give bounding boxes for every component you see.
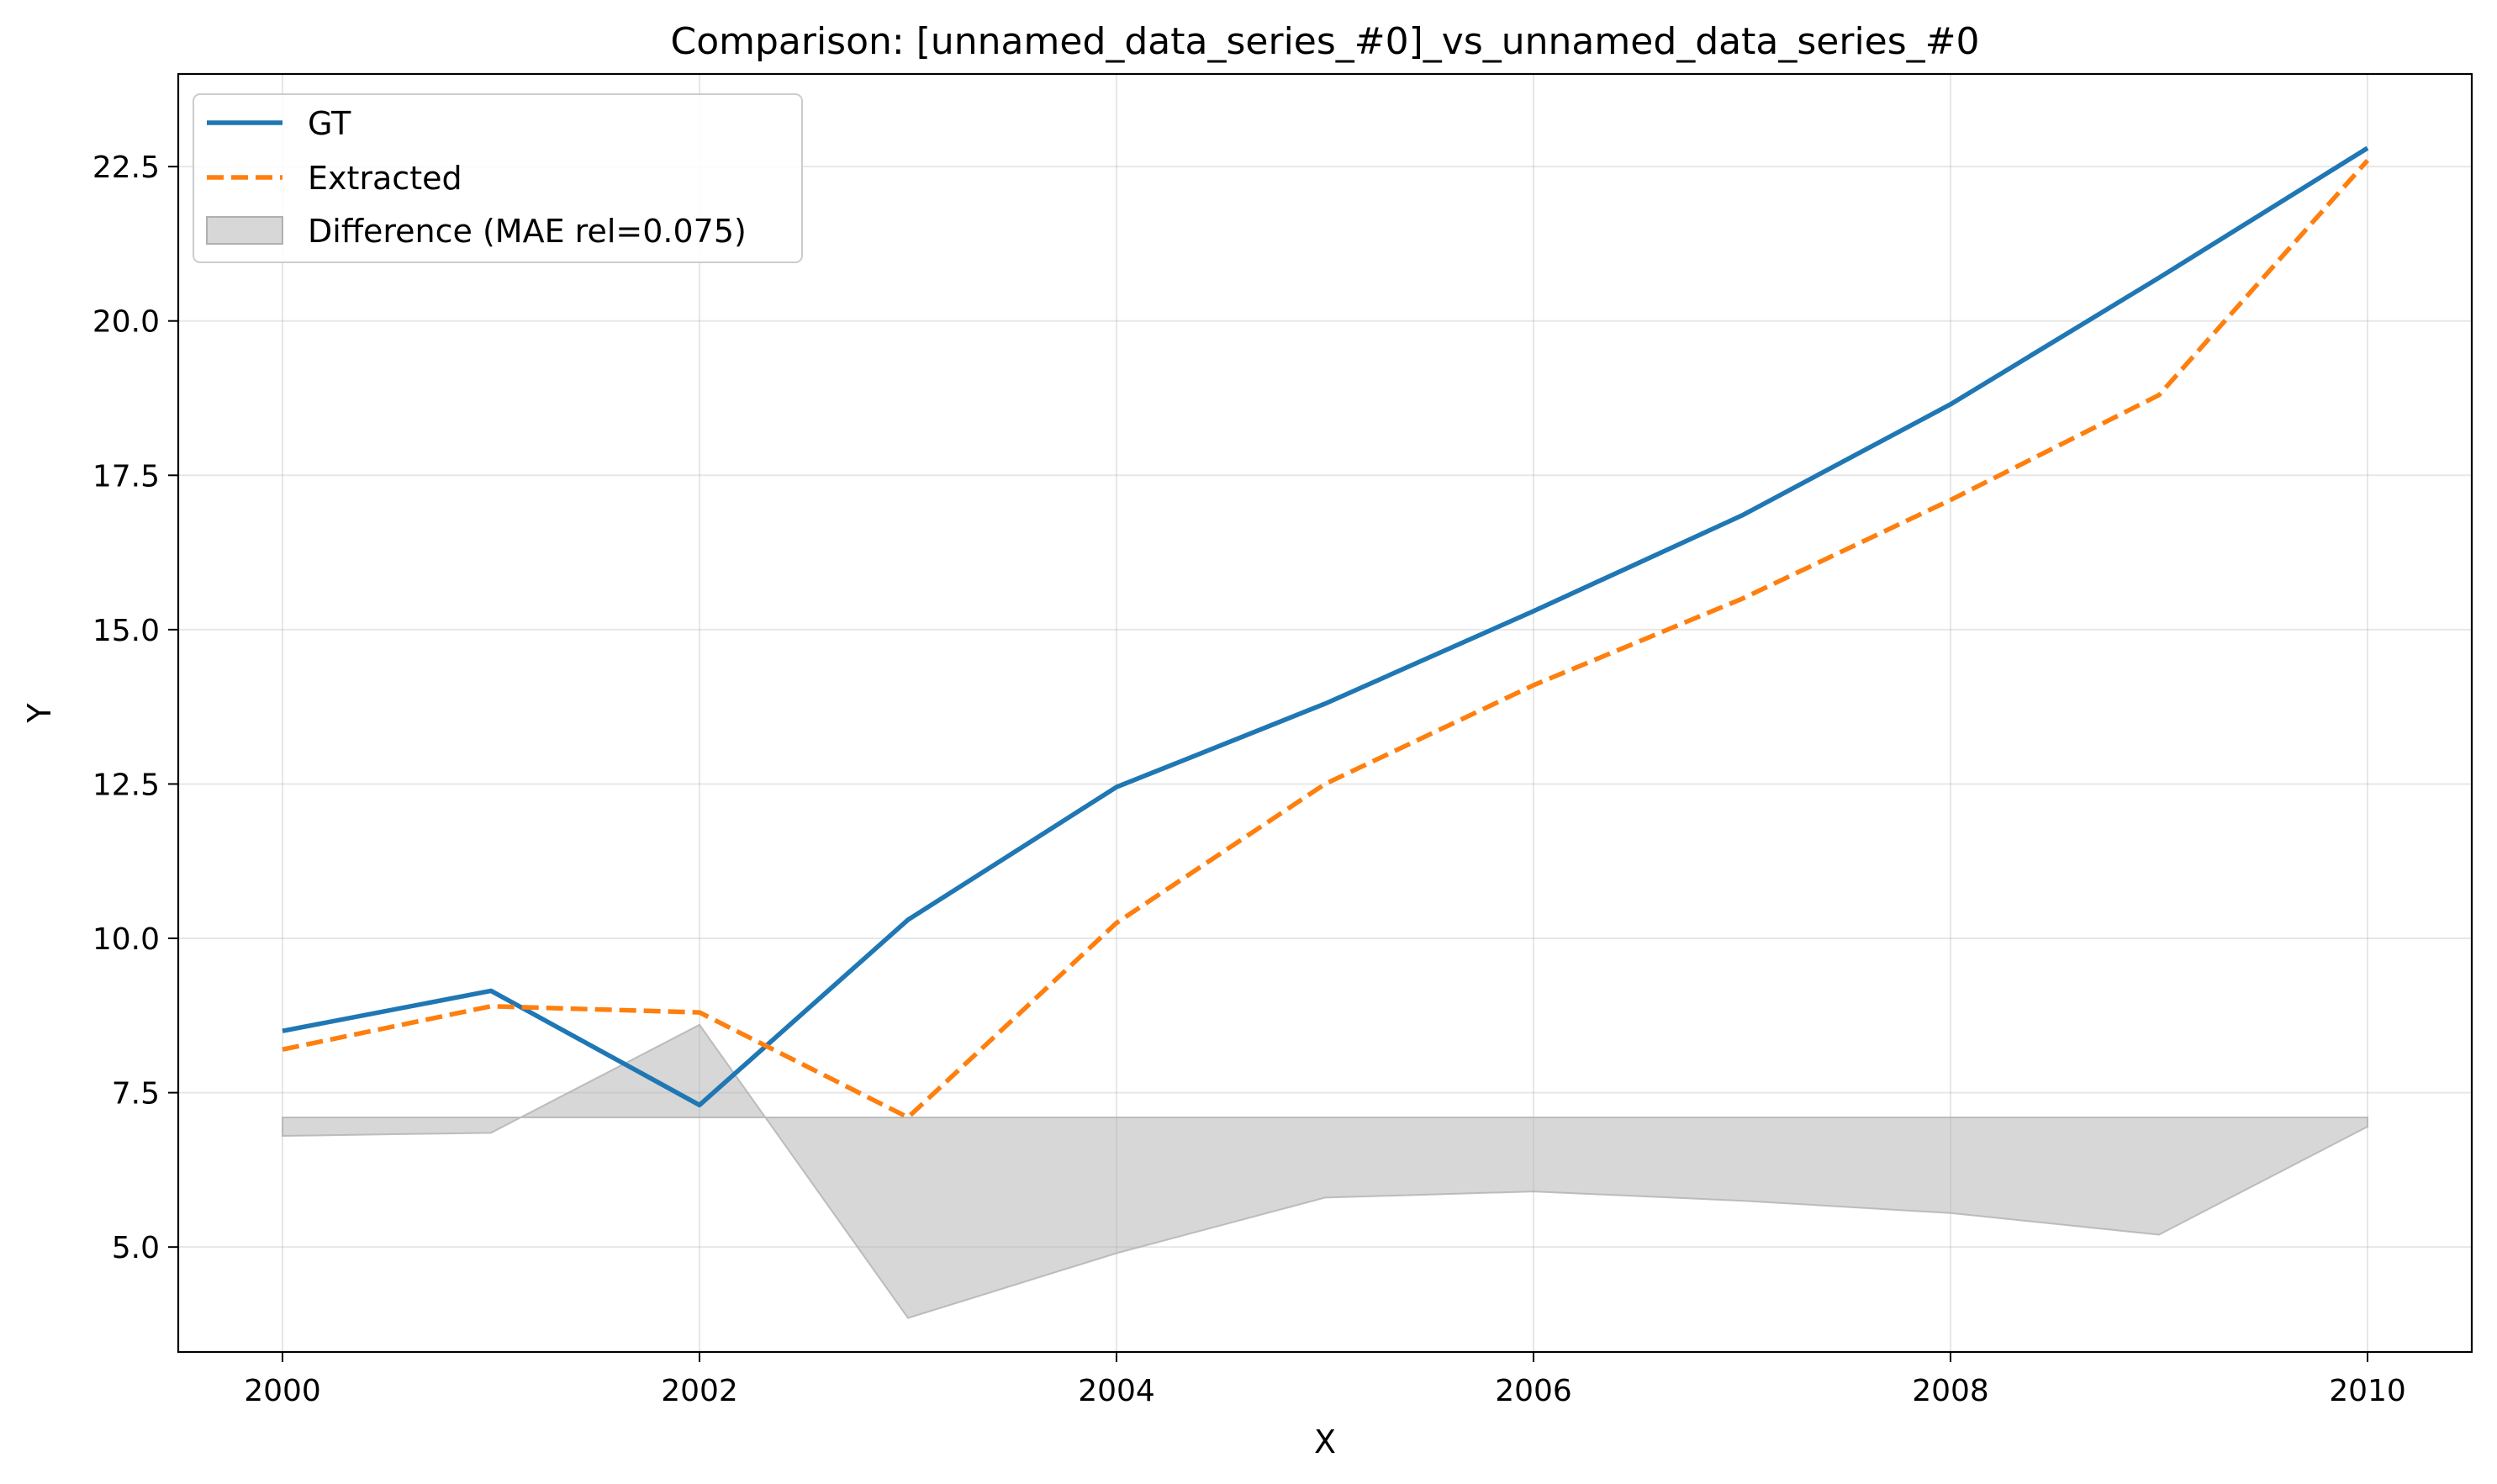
x-tick-label: 2010 bbox=[2329, 1374, 2406, 1408]
legend-extracted-label: Extracted bbox=[308, 160, 462, 197]
x-axis-title: X bbox=[1314, 1423, 1336, 1460]
y-tick-label: 7.5 bbox=[112, 1077, 160, 1112]
y-tick-label: 17.5 bbox=[92, 459, 160, 494]
difference-band-layer bbox=[282, 1023, 2368, 1319]
legend-box bbox=[193, 93, 803, 263]
grid-lines bbox=[178, 74, 2472, 1352]
x-tick-label: 2006 bbox=[1495, 1374, 1572, 1408]
x-tick-label: 2004 bbox=[1078, 1374, 1155, 1408]
plot-frame bbox=[177, 72, 2473, 1354]
series-line-extracted bbox=[282, 158, 2370, 1120]
difference-band bbox=[282, 1023, 2368, 1319]
legend-difference-swatch bbox=[206, 216, 283, 245]
y-tick-label: 5.0 bbox=[112, 1231, 160, 1265]
y-ticks: 5.0 7.5 10.0 12.5 15.0 17.5 20.0 22.5 bbox=[92, 151, 178, 1265]
y-tick-label: 10.0 bbox=[92, 922, 160, 957]
x-tick-label: 2008 bbox=[1912, 1374, 1989, 1408]
legend: GT Extracted Difference (MAE rel=0.075) bbox=[193, 93, 803, 263]
y-axis-title: Y bbox=[21, 703, 58, 724]
x-tick-label: 2002 bbox=[661, 1374, 738, 1408]
x-tick-label: 2000 bbox=[244, 1374, 321, 1408]
y-tick-label: 20.0 bbox=[92, 305, 160, 340]
y-tick-label: 15.0 bbox=[92, 614, 160, 648]
legend-difference-label: Difference (MAE rel=0.075) bbox=[308, 213, 747, 250]
y-tick-label: 12.5 bbox=[92, 768, 160, 802]
chart-title: Comparison: [unnamed_data_series_#0]_vs_… bbox=[670, 20, 1979, 63]
series-layer bbox=[282, 145, 2370, 1120]
legend-gt-label: GT bbox=[308, 105, 351, 142]
series-line-gt bbox=[282, 145, 2369, 1108]
y-tick-label: 22.5 bbox=[92, 151, 160, 185]
x-ticks: 2000 2002 2004 2006 2008 2010 bbox=[244, 1352, 2406, 1408]
